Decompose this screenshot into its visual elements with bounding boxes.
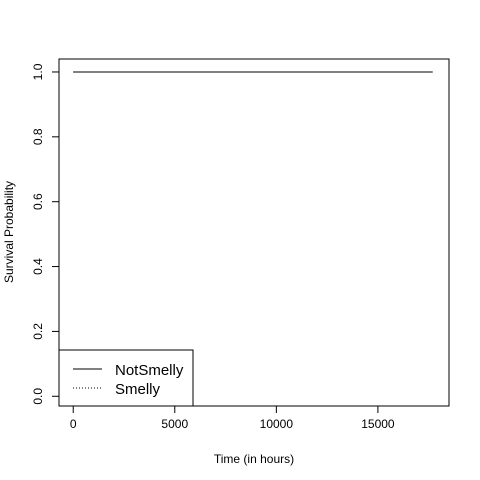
x-tick-label: 15000	[361, 417, 395, 431]
x-axis: 0 5000 10000 15000	[70, 405, 395, 431]
y-tick-label: 0.8	[31, 128, 45, 145]
y-tick-label: 0.4	[31, 258, 45, 275]
x-tick-label: 5000	[161, 417, 188, 431]
legend: NotSmelly Smelly	[58, 349, 194, 407]
y-tick-label: 1.0	[31, 63, 45, 80]
x-tick-label: 10000	[260, 417, 294, 431]
legend-box	[58, 349, 194, 407]
y-axis: 0.0 0.2 0.4 0.6 0.8 1.0	[31, 63, 60, 405]
legend-label-notsmelly: NotSmelly	[115, 362, 184, 379]
legend-label-smelly: Smelly	[115, 381, 161, 398]
y-axis-label: Survival Probability	[2, 181, 16, 283]
y-tick-label: 0.2	[31, 323, 45, 340]
y-tick-label: 0.0	[31, 388, 45, 405]
x-tick-label: 0	[70, 417, 77, 431]
y-tick-label: 0.6	[31, 193, 45, 210]
x-axis-label: Time (in hours)	[214, 452, 294, 466]
